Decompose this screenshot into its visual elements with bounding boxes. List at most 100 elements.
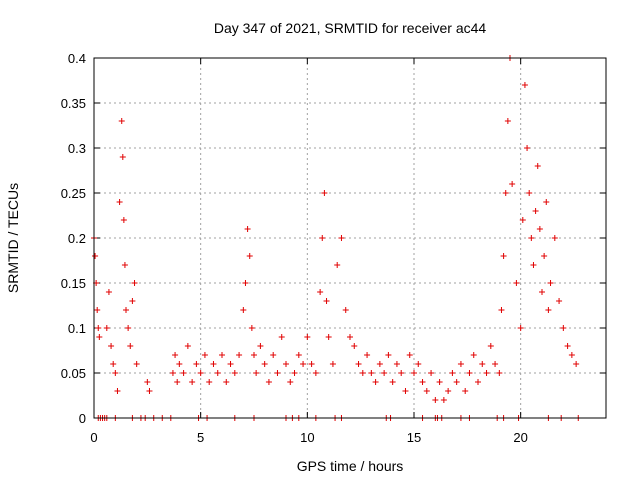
data-point [334, 262, 341, 268]
data-point [246, 253, 253, 259]
data-point [573, 361, 580, 367]
data-point [364, 352, 371, 358]
data-point [144, 379, 151, 385]
data-point [169, 370, 176, 376]
data-point [174, 379, 181, 385]
data-point [146, 388, 153, 394]
data-point [338, 235, 345, 241]
data-point [347, 334, 353, 340]
data-point [479, 361, 486, 367]
data-point [251, 352, 257, 358]
y-tick-label: 0.25 [61, 186, 86, 201]
data-point [325, 334, 332, 340]
x-tick-label: 0 [90, 430, 97, 445]
data-point [513, 280, 520, 286]
data-point [530, 262, 537, 268]
y-tick-label: 0.1 [68, 321, 86, 336]
data-point [547, 280, 554, 286]
data-point [475, 379, 481, 385]
data-point [496, 370, 503, 376]
data-point [105, 289, 112, 295]
data-point [197, 370, 204, 376]
data-point [118, 118, 125, 124]
data-point [539, 289, 545, 295]
data-point [244, 226, 251, 232]
data-point [564, 343, 571, 349]
data-point [116, 199, 123, 205]
data-point [381, 370, 388, 376]
data-point [133, 361, 140, 367]
data-point [270, 352, 277, 358]
data-point [214, 370, 221, 376]
data-point [283, 361, 289, 367]
data-point [265, 379, 272, 385]
data-point [127, 343, 134, 349]
data-point [240, 307, 247, 313]
data-point [110, 361, 117, 367]
data-point [223, 379, 230, 385]
data-point [423, 388, 430, 394]
data-point [112, 370, 119, 376]
data-point [376, 361, 383, 367]
data-point [308, 361, 315, 367]
data-point [457, 361, 464, 367]
data-point [498, 307, 505, 313]
data-point [94, 307, 101, 313]
data-point [556, 298, 563, 304]
data-point [402, 388, 409, 394]
data-point [526, 190, 533, 196]
data-point [449, 370, 456, 376]
data-point [419, 379, 426, 385]
data-point [543, 199, 550, 205]
data-point [389, 379, 396, 385]
data-point [398, 370, 405, 376]
y-tick-label: 0 [79, 411, 86, 426]
data-point [119, 154, 126, 160]
data-point [248, 325, 255, 331]
data-point [236, 352, 243, 358]
data-point [274, 370, 281, 376]
data-point [319, 235, 326, 241]
data-point [304, 334, 311, 340]
x-tick-label: 10 [300, 430, 314, 445]
data-point [176, 361, 183, 367]
data-point [125, 325, 132, 331]
y-tick-label: 0.3 [68, 141, 86, 156]
data-point [483, 370, 490, 376]
data-point [528, 235, 535, 241]
data-point [201, 352, 208, 358]
data-point [502, 190, 509, 196]
data-point [545, 307, 552, 313]
data-point [517, 325, 524, 331]
x-tick-label: 20 [513, 430, 527, 445]
data-point [300, 361, 307, 367]
data-point [323, 298, 330, 304]
data-point [96, 334, 103, 340]
data-point [385, 352, 392, 358]
data-point [329, 361, 336, 367]
data-point [121, 262, 128, 268]
data-point [114, 388, 121, 394]
data-point [291, 370, 298, 376]
data-point [103, 325, 110, 331]
x-axis-label: GPS time / hours [297, 458, 404, 474]
data-point [295, 352, 302, 358]
data-point [253, 370, 260, 376]
data-point [519, 217, 526, 223]
data-point [500, 253, 507, 259]
data-point [287, 379, 294, 385]
data-point [436, 379, 443, 385]
data-point [462, 388, 469, 394]
data-point [108, 343, 115, 349]
y-tick-label: 0.05 [61, 366, 86, 381]
data-point [509, 181, 516, 187]
data-point [210, 361, 217, 367]
data-point [95, 325, 102, 331]
y-tick-label: 0.2 [68, 231, 86, 246]
data-point [453, 379, 460, 385]
chart-title: Day 347 of 2021, SRMTID for receiver ac4… [214, 20, 487, 36]
y-tick-label: 0.15 [61, 276, 86, 291]
data-point [342, 307, 349, 313]
data-point [524, 145, 531, 151]
